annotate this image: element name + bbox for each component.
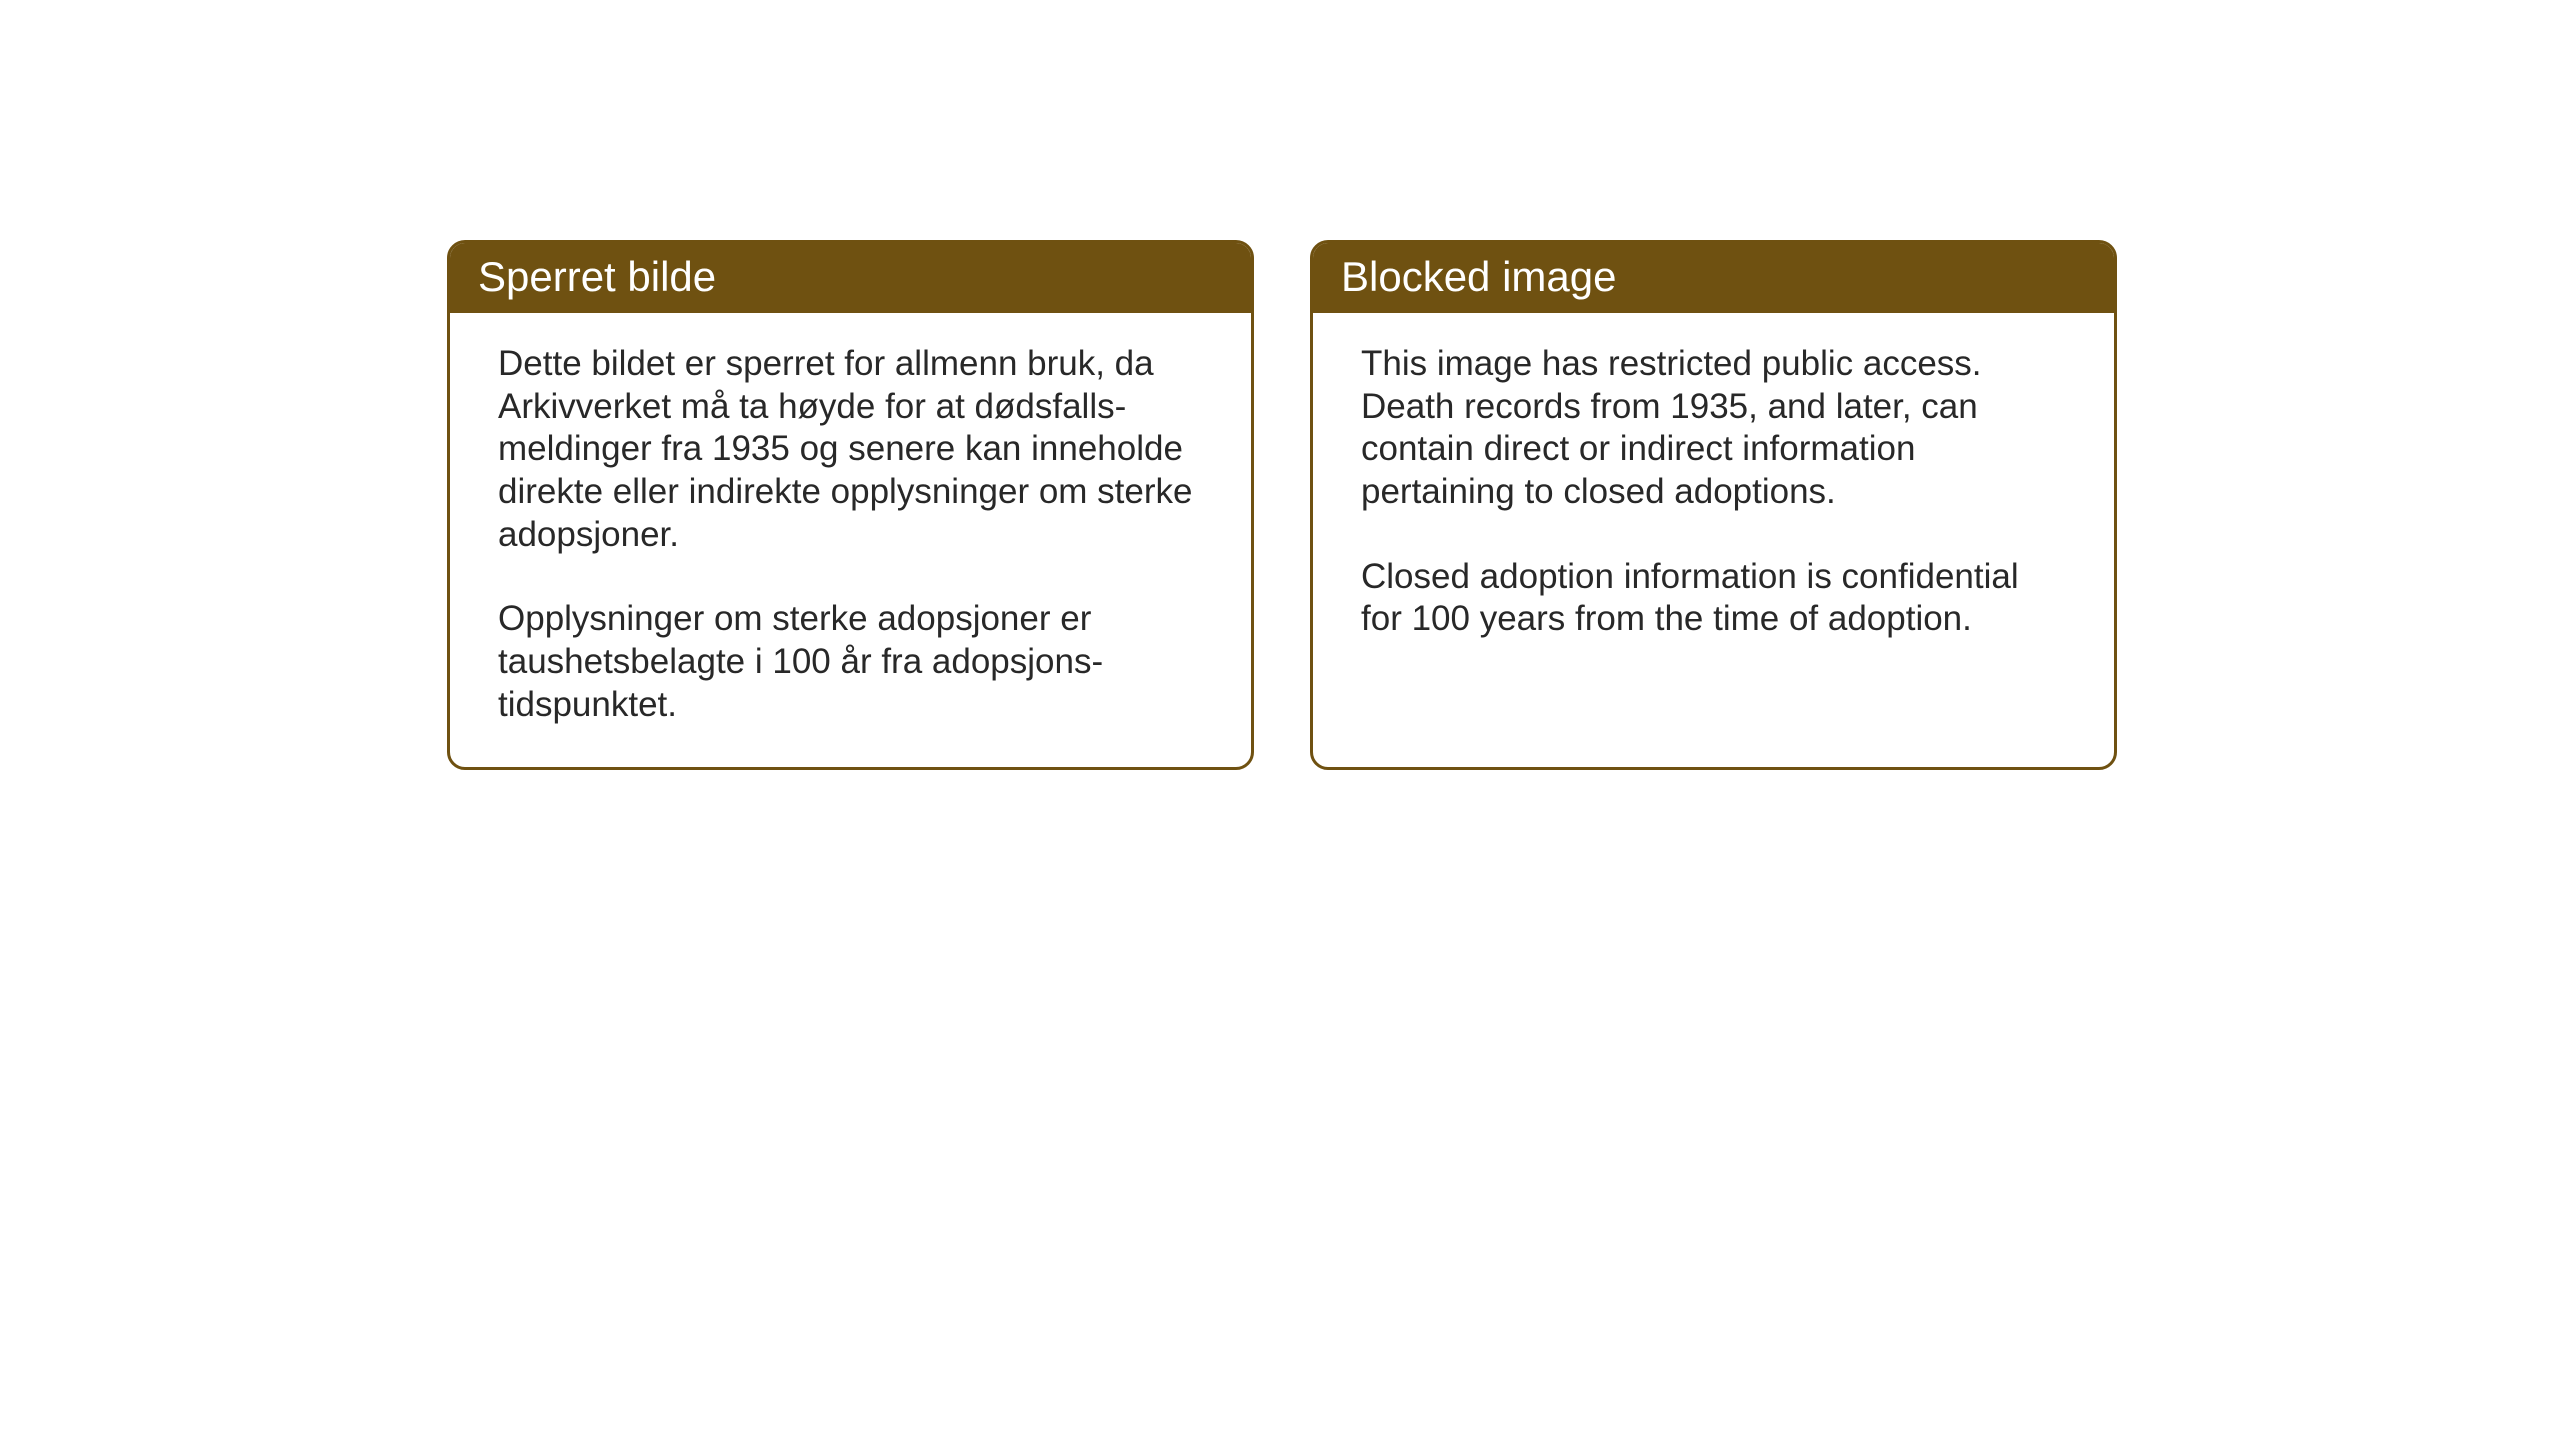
card-paragraph-2-norwegian: Opplysninger om sterke adopsjoner er tau… <box>498 598 1203 726</box>
card-body-norwegian: Dette bildet er sperret for allmenn bruk… <box>450 313 1251 767</box>
card-paragraph-1-english: This image has restricted public access.… <box>1361 343 2066 514</box>
notification-card-norwegian: Sperret bilde Dette bildet er sperret fo… <box>447 240 1254 770</box>
notification-card-english: Blocked image This image has restricted … <box>1310 240 2117 770</box>
card-header-norwegian: Sperret bilde <box>450 243 1251 313</box>
card-header-english: Blocked image <box>1313 243 2114 313</box>
card-title-english: Blocked image <box>1341 253 1616 300</box>
card-title-norwegian: Sperret bilde <box>478 253 716 300</box>
card-paragraph-1-norwegian: Dette bildet er sperret for allmenn bruk… <box>498 343 1203 556</box>
notification-container: Sperret bilde Dette bildet er sperret fo… <box>447 240 2117 770</box>
card-paragraph-2-english: Closed adoption information is confident… <box>1361 556 2066 641</box>
card-body-english: This image has restricted public access.… <box>1313 313 2114 729</box>
